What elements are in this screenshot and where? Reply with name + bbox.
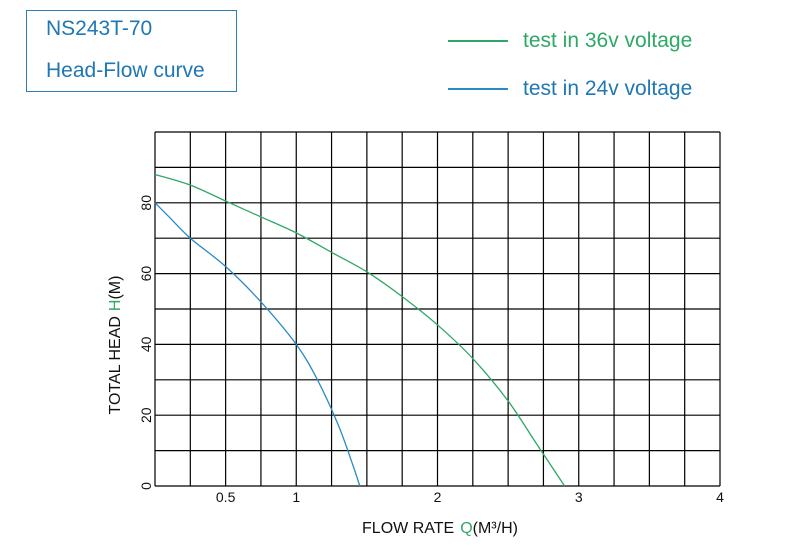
legend-swatch-36v (448, 40, 508, 42)
y-tick-label: 0 (138, 482, 154, 490)
x-tick-label: 4 (716, 489, 724, 505)
x-axis-label-text: FLOW RATE (362, 520, 454, 537)
y-tick-label: 20 (138, 407, 154, 423)
grid (154, 131, 721, 487)
x-axis-symbol: Q (460, 520, 472, 537)
x-tick-label: 0.5 (216, 489, 236, 505)
series-layer (154, 173, 566, 487)
series-line-36v (154, 173, 566, 487)
x-axis-label: FLOW RATE Q(M³/H) (362, 520, 518, 537)
y-axis-symbol: H (107, 300, 124, 312)
x-tick-label: 2 (434, 489, 442, 505)
y-tick-label: 40 (138, 336, 154, 352)
y-axis-label: TOTAL HEAD H(M) (107, 276, 124, 415)
legend-swatch-24v (448, 88, 508, 90)
y-tick-label: 60 (138, 266, 154, 282)
y-axis-unit: (M) (107, 276, 124, 300)
legend-item-24v: test in 24v voltage (448, 77, 748, 101)
title-box: NS243T-70 Head-Flow curve (26, 10, 237, 92)
y-tick-label: 80 (138, 195, 154, 211)
model-name: NS243T-70 (46, 17, 153, 40)
chart-subtitle: Head-Flow curve (46, 59, 205, 82)
legend-label-24v: test in 24v voltage (523, 77, 693, 100)
x-tick-label: 1 (292, 489, 300, 505)
x-axis-unit: (M³/H) (473, 520, 518, 537)
x-tick-label: 3 (575, 489, 583, 505)
series-line-24v (154, 202, 361, 487)
y-axis-label-text: TOTAL HEAD (107, 316, 124, 414)
legend-label-36v: test in 36v voltage (523, 29, 693, 52)
legend-item-36v: test in 36v voltage (448, 29, 748, 53)
